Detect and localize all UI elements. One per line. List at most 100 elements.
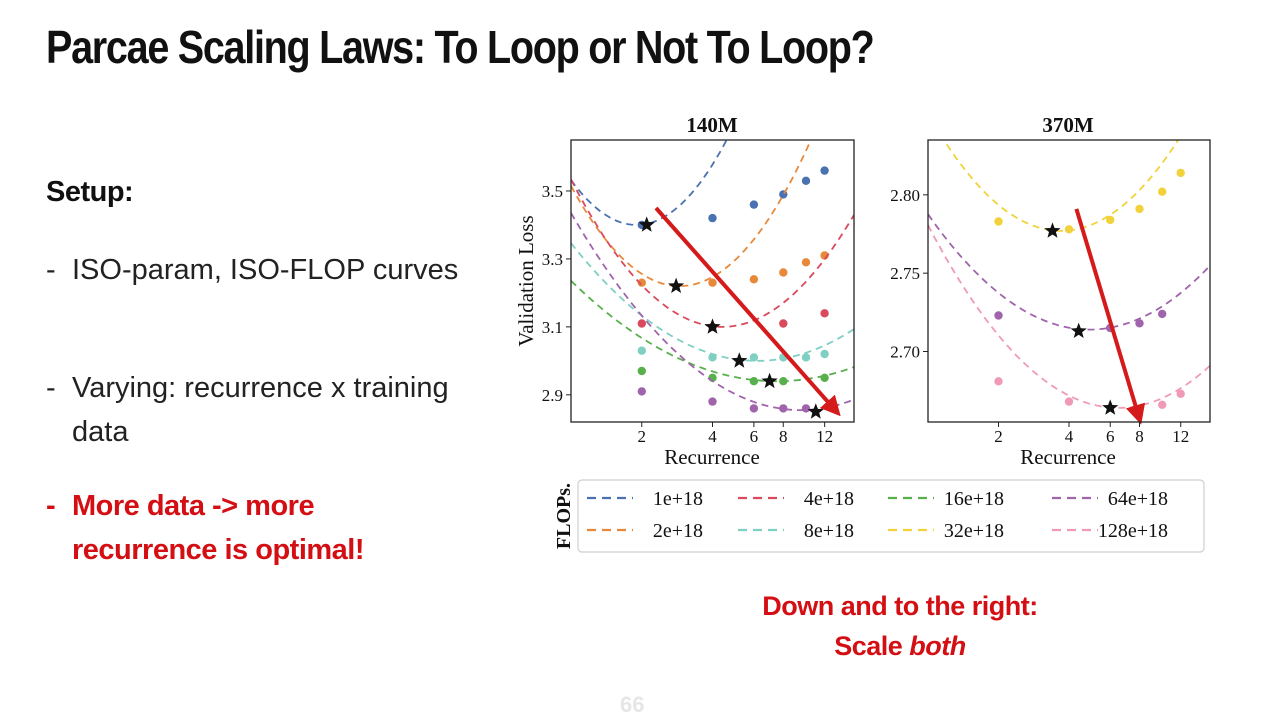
data-point-2e+18 <box>779 268 788 277</box>
data-point-32e+18 <box>1158 187 1167 196</box>
bullet-dash: - <box>46 254 56 286</box>
data-point-2e+18 <box>708 278 717 287</box>
x-tick-label: 4 <box>708 427 717 446</box>
optimum-star-4e+18 <box>704 318 721 334</box>
y-tick-label: 2.70 <box>890 343 920 362</box>
data-point-16e+18 <box>779 377 788 386</box>
data-point-1e+18 <box>749 200 759 209</box>
bullet-text: Varying: recurrence x training data <box>72 372 449 448</box>
caption-prefix: Scale <box>834 631 910 661</box>
x-tick-label: 8 <box>1135 427 1144 446</box>
y-tick-label: 3.1 <box>542 318 563 337</box>
legend-entry-2e+18: 2e+18 <box>587 520 703 542</box>
bullet-conclusion: - More data -> more recurrence is optima… <box>46 484 466 572</box>
bullet-dash: - <box>46 490 56 522</box>
legend-title: FLOPs. <box>553 483 575 549</box>
data-point-8e+18 <box>708 353 717 362</box>
x-tick-label: 4 <box>1065 427 1074 446</box>
optimum-star-16e+18 <box>761 372 778 389</box>
y-tick-label: 3.5 <box>542 182 563 201</box>
data-point-64e+18 <box>779 404 788 413</box>
chart-140m-ylabel: Validation Loss <box>514 215 538 346</box>
legend-label: 32e+18 <box>944 520 1004 542</box>
data-point-32e+18 <box>1106 215 1115 225</box>
data-point-64e+18 <box>994 311 1003 320</box>
series-curve-2e+18 <box>571 140 812 288</box>
chart-140m-plot: 2 4 6 8 12 2.9 3.1 3.3 3.5 <box>542 139 855 446</box>
legend-entry-1e+18: 1e+18 <box>587 488 703 510</box>
bullet-varying: - Varying: recurrence x training data <box>46 366 466 454</box>
bullet-dash: - <box>46 372 56 404</box>
series-curve-4e+18 <box>571 178 854 328</box>
slide-title: Parcae Scaling Laws: To Loop or Not To L… <box>46 21 875 73</box>
data-point-16e+18 <box>637 366 646 376</box>
data-point-8e+18 <box>820 349 829 359</box>
data-point-4e+18 <box>779 319 788 328</box>
optimum-star-8e+18 <box>731 352 748 368</box>
optimum-star-64e+18 <box>807 403 824 419</box>
caption-line-2: Scale both <box>700 626 1100 666</box>
chart-370m-frame <box>927 139 1211 423</box>
data-point-1e+18 <box>820 166 829 175</box>
legend-label: 64e+18 <box>1108 488 1168 510</box>
chart-370m-plot: 2 4 6 8 12 2.70 2.75 2.80 <box>890 139 1211 446</box>
optimum-star-1e+18 <box>638 216 655 232</box>
series-curve-64e+18 <box>928 213 1210 331</box>
y-tick-label: 2.75 <box>890 264 920 283</box>
x-tick-label: 8 <box>779 427 788 446</box>
series-curve-128e+18 <box>928 224 1210 409</box>
chart-140m-xlabel: Recurrence <box>664 445 760 469</box>
x-tick-label: 2 <box>994 427 1003 446</box>
bullet-iso-curves: - ISO-param, ISO-FLOP curves <box>46 248 466 292</box>
bullet-text: More data -> more recurrence is optimal! <box>72 490 365 566</box>
data-point-128e+18 <box>1158 400 1167 409</box>
chart-140m-title: 140M <box>686 113 738 137</box>
data-point-64e+18 <box>749 404 759 413</box>
legend-entry-32e+18: 32e+18 <box>888 520 1004 542</box>
x-tick-label: 2 <box>638 427 647 446</box>
slide-caption: Down and to the right: Scale both <box>700 586 1100 666</box>
data-point-16e+18 <box>749 377 759 386</box>
data-point-64e+18 <box>1135 319 1144 328</box>
optimum-star-32e+18 <box>1044 222 1061 238</box>
optimum-star-128e+18 <box>1102 399 1119 415</box>
caption-emphasis: both <box>909 631 966 661</box>
legend-box <box>577 479 1205 553</box>
series-curve-32e+18 <box>942 140 1180 232</box>
y-tick-label: 3.3 <box>542 250 563 269</box>
legend-entry-16e+18: 16e+18 <box>888 488 1004 510</box>
data-point-2e+18 <box>801 258 811 267</box>
legend-label: 1e+18 <box>653 488 703 510</box>
data-point-64e+18 <box>708 397 717 406</box>
data-point-1e+18 <box>708 213 717 223</box>
y-tick-label: 2.9 <box>542 386 563 405</box>
x-tick-label: 6 <box>750 427 759 446</box>
legend-entry-4e+18: 4e+18 <box>738 488 854 510</box>
trend-arrow <box>654 206 841 417</box>
data-point-32e+18 <box>1135 204 1144 214</box>
legend-label: 128e+18 <box>1098 520 1168 542</box>
page-number: 66 <box>620 692 645 717</box>
data-point-128e+18 <box>994 377 1003 386</box>
x-tick-label: 12 <box>816 427 833 446</box>
legend-label: 16e+18 <box>944 488 1004 510</box>
setup-heading: Setup: <box>46 176 134 208</box>
legend-entry-128e+18: 128e+18 <box>1052 520 1168 542</box>
chart-370m-title: 370M <box>1042 113 1094 137</box>
series-curve-1e+18 <box>571 140 728 226</box>
data-point-32e+18 <box>1064 225 1074 234</box>
data-point-8e+18 <box>749 353 759 362</box>
data-point-64e+18 <box>637 387 646 396</box>
optimum-star-2e+18 <box>668 277 685 293</box>
legend-entry-8e+18: 8e+18 <box>738 520 854 542</box>
data-point-32e+18 <box>1176 168 1185 178</box>
legend-label: 4e+18 <box>804 488 854 510</box>
legend-entry-64e+18: 64e+18 <box>1052 488 1168 510</box>
data-point-4e+18 <box>637 319 646 328</box>
series-curve-64e+18 <box>571 212 854 411</box>
caption-line-1: Down and to the right: <box>762 591 1038 621</box>
data-point-1e+18 <box>801 176 811 185</box>
bullet-text: ISO-param, ISO-FLOP curves <box>72 254 459 286</box>
y-tick-label: 2.80 <box>890 186 920 205</box>
